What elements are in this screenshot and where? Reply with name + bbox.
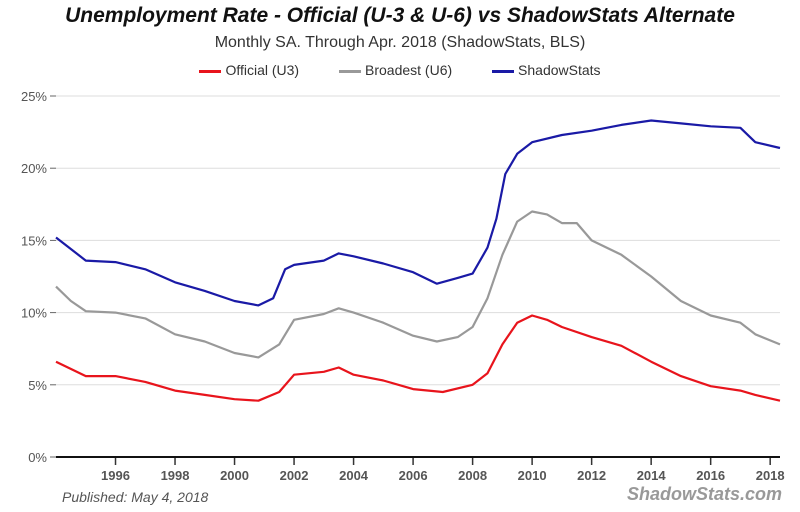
legend-item-shadowstats[interactable]: ShadowStats	[492, 62, 601, 78]
x-tick-label: 2010	[518, 468, 547, 483]
legend-item-u6[interactable]: Broadest (U6)	[339, 62, 452, 78]
y-tick-label: 15%	[21, 233, 47, 248]
y-tick-label: 5%	[28, 378, 47, 393]
x-tick-label: 2004	[339, 468, 369, 483]
x-tick-label: 2000	[220, 468, 249, 483]
chart-subtitle: Monthly SA. Through Apr. 2018 (ShadowSta…	[214, 34, 586, 51]
legend: Official (U3) Broadest (U6) ShadowStats	[0, 62, 800, 78]
x-tick-label: 2018	[756, 468, 785, 483]
legend-item-u3[interactable]: Official (U3)	[199, 62, 299, 78]
series-line-official-u3	[55, 314, 781, 402]
legend-swatch-shadowstats	[492, 69, 515, 73]
x-tick-label: 2014	[637, 468, 667, 483]
x-tick-label: 2002	[280, 468, 309, 483]
y-tick-label: 0%	[28, 450, 47, 465]
x-tick-label: 2012	[577, 468, 606, 483]
published-date: Published: May 4, 2018	[62, 489, 209, 505]
series-line-shadowstats	[55, 119, 781, 307]
legend-label-shadowstats: ShadowStats	[518, 62, 601, 78]
legend-swatch-u3	[199, 69, 222, 73]
x-tick-label: 1998	[161, 468, 190, 483]
x-tick-label: 2016	[696, 468, 725, 483]
chart-title: Unemployment Rate - Official (U-3 & U-6)…	[65, 4, 735, 27]
brand-watermark: ShadowStats.com	[626, 484, 782, 504]
y-tick-label: 10%	[21, 306, 47, 321]
legend-swatch-u6	[339, 69, 361, 73]
series-line-broadest-u6	[55, 210, 781, 359]
x-tick-label: 1996	[101, 468, 130, 483]
legend-label-u6: Broadest (U6)	[365, 62, 453, 78]
legend-label-u3: Official (U3)	[225, 62, 300, 78]
x-tick-label: 2006	[399, 468, 428, 483]
y-tick-label: 20%	[21, 161, 47, 176]
x-tick-label: 2008	[458, 468, 487, 483]
y-tick-label: 25%	[21, 89, 47, 104]
